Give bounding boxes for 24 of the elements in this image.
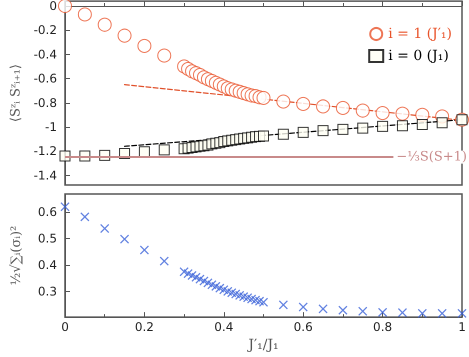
x-tick-label: 0.6 (294, 320, 313, 334)
y-tick-label: -0.4 (34, 47, 57, 62)
x-axis-title: J′₁/J₁ (246, 337, 279, 353)
y-tick-label: 0 (49, 0, 57, 13)
x-tick-label: 1 (458, 320, 466, 334)
x-tick-label: 0 (61, 320, 69, 334)
x-tick-label: 0.8 (373, 320, 392, 334)
y-tick-label: -1 (45, 120, 57, 134)
y-tick-label: -0.2 (34, 23, 57, 38)
legend-label: i = 0 (J₁) (388, 48, 449, 64)
y-tick-label: -1.2 (34, 144, 57, 158)
y-tick-label: -0.8 (34, 96, 57, 110)
y-tick-label: 0.6 (38, 205, 57, 220)
y-axis-title: ½√∑ᵢ(σᵢ)² (9, 226, 24, 286)
y-tick-label: 0.5 (38, 232, 57, 246)
x-tick-label: 0.2 (134, 320, 154, 334)
y-tick-label: -1.4 (34, 168, 57, 182)
y-axis-title: ⟨Sᶻᵢ Sᶻᵢ₊₁⟩ (8, 64, 24, 122)
y-tick-label: 0.4 (38, 258, 57, 272)
legend-label: i = 1 (J′₁) (388, 26, 452, 42)
y-tick-label: -0.6 (34, 72, 57, 86)
ref-line-label: −⅓S(S+1) (396, 150, 467, 165)
x-tick-label: 0.4 (214, 320, 234, 334)
y-tick-label: 0.3 (38, 284, 57, 299)
